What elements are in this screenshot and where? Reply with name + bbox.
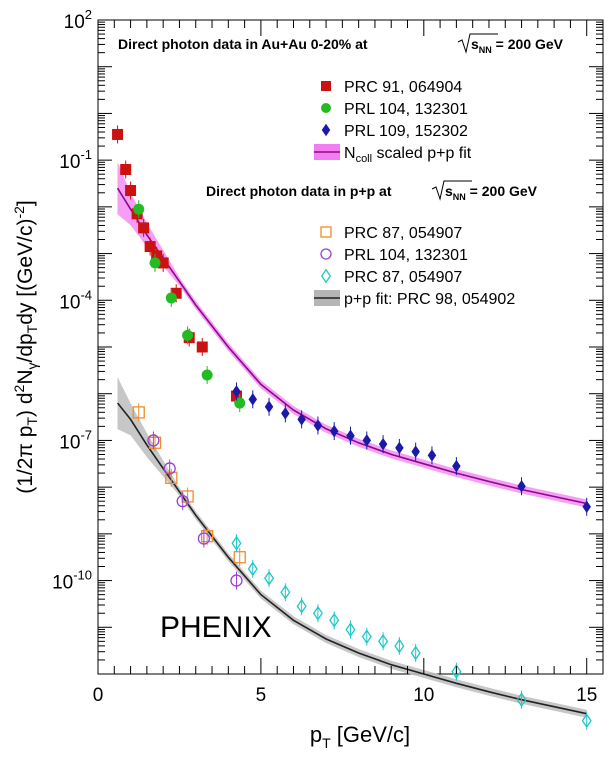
data-point <box>361 629 372 645</box>
legend-marker <box>321 81 331 91</box>
y-tick-label: 10-7 <box>59 427 92 453</box>
data-markers <box>112 125 592 730</box>
data-point <box>247 561 258 577</box>
legend-marker <box>321 123 331 137</box>
data-point <box>394 638 405 654</box>
data-point <box>410 645 421 661</box>
data-point <box>329 424 339 438</box>
legend-label: p+p fit: PRC 98, 054902 <box>344 291 515 308</box>
data-point <box>182 329 194 341</box>
fit-band-1 <box>117 377 587 718</box>
data-point <box>151 250 163 262</box>
data-point <box>517 479 526 493</box>
data-point <box>329 612 340 628</box>
data-point <box>346 429 355 443</box>
legend-label: PRL 109, 152302 <box>344 123 468 140</box>
data-point <box>452 459 461 473</box>
legend-auau-sqrt-icon <box>457 33 498 54</box>
legend-marker <box>321 103 331 113</box>
data-point <box>234 397 246 409</box>
data-point <box>200 530 214 543</box>
data-point <box>378 633 389 649</box>
data-point <box>176 495 189 508</box>
plot-frame <box>97 19 604 675</box>
legend-label: PRC 87, 054907 <box>344 225 462 242</box>
data-point <box>230 574 243 587</box>
data-point <box>345 622 356 638</box>
y-tick-label: 10-1 <box>59 147 92 173</box>
legend-pp-sqrt: sNN = 200 GeV <box>445 183 538 202</box>
data-point <box>233 551 246 564</box>
data-point <box>112 128 124 140</box>
y-tick-label: 10-4 <box>59 287 92 313</box>
fit-line-1 <box>116 402 587 715</box>
legend-label: PRC 87, 054907 <box>344 269 462 286</box>
data-point <box>281 407 290 420</box>
data-point <box>163 462 176 475</box>
data-point <box>581 713 592 729</box>
legend-marker <box>320 268 332 284</box>
data-point <box>197 532 211 545</box>
data-point <box>138 222 150 234</box>
legend-pp-header: Direct photon data in p+p at <box>206 183 392 199</box>
data-point <box>149 257 161 269</box>
data-point <box>582 500 591 514</box>
data-point <box>165 471 178 484</box>
x-axis-label: pT [GeV/c] <box>310 722 410 751</box>
data-point <box>120 163 132 175</box>
legend-auau-sqrt: sNN = 200 GeV <box>471 36 564 55</box>
data-point <box>165 292 177 304</box>
data-point <box>248 393 258 406</box>
axes-ticks: 102 10-1 10-4 10-7 10-10 0 5 10 15 <box>52 7 604 706</box>
data-point <box>148 436 162 449</box>
data-point <box>201 369 213 381</box>
data-point <box>296 598 307 614</box>
data-point <box>362 434 372 447</box>
legend-auau-header: Direct photon data in Au+Au 0-20% at <box>118 36 368 52</box>
data-point <box>297 413 306 426</box>
data-point <box>411 445 420 458</box>
x-tick-label: 0 <box>93 685 104 706</box>
legend-label: Ncoll scaled p+p fit <box>344 145 472 165</box>
data-point <box>264 570 275 586</box>
y-axis-label: (1/2π pT) d2Nγ/dpTdy [(GeV/c)-2] <box>11 200 40 494</box>
y-tick-label: 10-10 <box>52 568 92 594</box>
data-point <box>157 257 169 269</box>
legend-marker <box>320 226 332 238</box>
data-point <box>232 385 241 398</box>
legend-label: PRL 104, 132301 <box>344 247 468 264</box>
x-tick-label: 15 <box>576 685 597 706</box>
data-point <box>144 241 156 253</box>
data-point <box>133 203 145 215</box>
legend-pp-sqrt-icon <box>431 180 472 201</box>
data-point <box>427 449 437 462</box>
data-point <box>516 692 527 708</box>
legend-marker <box>320 248 332 260</box>
data-point <box>196 341 208 353</box>
data-point <box>147 434 160 447</box>
data-point <box>231 535 242 551</box>
x-tick-label: 5 <box>256 685 267 706</box>
legend-label: PRL 104, 132301 <box>344 101 468 118</box>
legend-pp: Direct photon data in p+p at sNN = 200 G… <box>206 180 538 308</box>
data-point <box>378 437 388 451</box>
data-point <box>280 584 291 600</box>
data-point <box>313 419 323 432</box>
phenix-label: PHENIX <box>160 611 272 644</box>
data-point <box>312 605 323 621</box>
legend-auau: Direct photon data in Au+Au 0-20% at sNN… <box>118 33 564 165</box>
data-point <box>395 441 404 455</box>
data-point <box>451 664 462 680</box>
data-point <box>132 406 145 419</box>
x-tick-label: 10 <box>413 685 434 706</box>
legend-label: PRC 91, 064904 <box>344 79 462 96</box>
y-tick-label: 102 <box>64 7 92 33</box>
data-point <box>170 287 182 299</box>
data-point <box>264 400 274 414</box>
data-point <box>125 185 137 197</box>
